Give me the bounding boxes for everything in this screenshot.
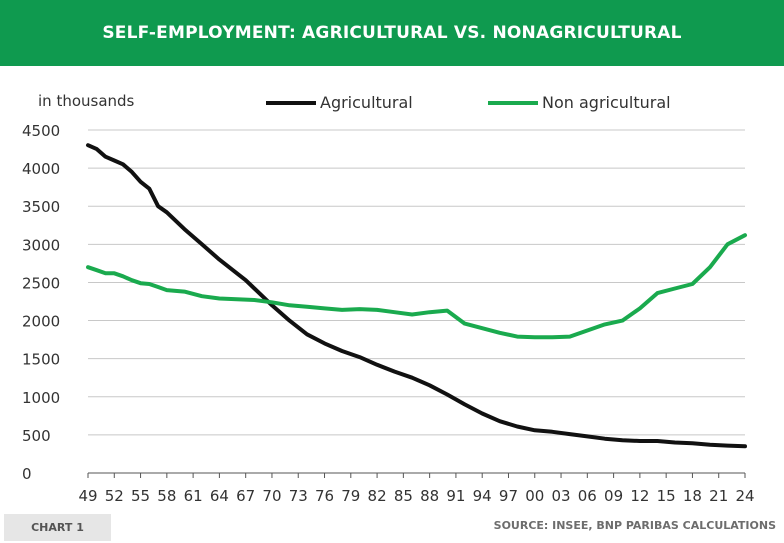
y-tick-label: 3500: [22, 198, 60, 216]
y-tick-label: 4500: [22, 122, 60, 140]
x-tick-label: 82: [368, 487, 387, 505]
y-tick-label: 0: [22, 465, 32, 483]
title-bar: SELF-EMPLOYMENT: AGRICULTURAL VS. NONAGR…: [0, 0, 784, 66]
x-tick-label: 64: [210, 487, 229, 505]
y-tick-label: 500: [22, 427, 51, 445]
x-tick-label: 06: [578, 487, 597, 505]
x-tick-label: 79: [341, 487, 360, 505]
x-tick-label: 58: [157, 487, 176, 505]
y-axis-label: in thousands: [38, 92, 135, 110]
x-tick-label: 73: [289, 487, 308, 505]
chart-label-tag: CHART 1: [4, 514, 111, 541]
source-note: SOURCE: INSEE, BNP PARIBAS CALCULATIONS: [493, 519, 776, 532]
non-agricultural-series-line: [86, 233, 747, 340]
x-tick-label: 91: [446, 487, 465, 505]
x-tick-label: 12: [630, 487, 649, 505]
chart-title: SELF-EMPLOYMENT: AGRICULTURAL VS. NONAGR…: [102, 23, 682, 43]
x-tick-label: 85: [394, 487, 413, 505]
x-tick-label: 52: [105, 487, 124, 505]
x-tick-label: 70: [262, 487, 281, 505]
x-tick-label: 24: [735, 487, 754, 505]
y-tick-label: 1500: [22, 351, 60, 369]
legend-agricultural-label: Agricultural: [320, 93, 413, 112]
legend-non-agricultural-label: Non agricultural: [542, 93, 671, 112]
x-tick-label: 03: [551, 487, 570, 505]
agricultural-series-line: [86, 143, 747, 449]
x-tick-label: 09: [604, 487, 623, 505]
chart-label: CHART 1: [31, 521, 84, 534]
y-tick-label: 1000: [22, 389, 60, 407]
x-tick-label: 67: [236, 487, 255, 505]
x-tick-label: 00: [525, 487, 544, 505]
x-tick-label: 61: [184, 487, 203, 505]
x-tick-label: 49: [78, 487, 97, 505]
x-tick-label: 18: [683, 487, 702, 505]
x-tick-label: 76: [315, 487, 334, 505]
x-tick-label: 88: [420, 487, 439, 505]
y-tick-label: 3000: [22, 236, 60, 254]
x-tick-label: 21: [709, 487, 728, 505]
x-tick-label: 55: [131, 487, 150, 505]
y-tick-label: 2500: [22, 274, 60, 292]
y-tick-label: 4000: [22, 160, 60, 178]
x-tick-label: 15: [657, 487, 676, 505]
x-tick-label: 94: [473, 487, 492, 505]
x-tick-label: 97: [499, 487, 518, 505]
y-tick-label: 2000: [22, 313, 60, 331]
